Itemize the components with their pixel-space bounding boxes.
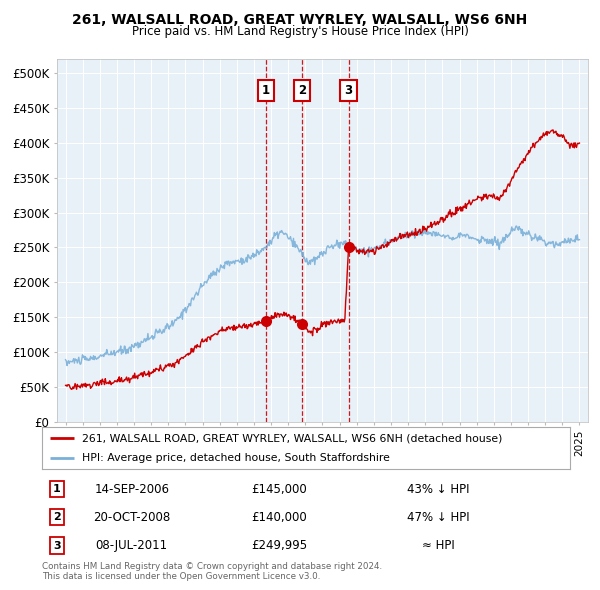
Text: 08-JUL-2011: 08-JUL-2011 (95, 539, 168, 552)
Text: 43% ↓ HPI: 43% ↓ HPI (407, 483, 469, 496)
Text: 261, WALSALL ROAD, GREAT WYRLEY, WALSALL, WS6 6NH: 261, WALSALL ROAD, GREAT WYRLEY, WALSALL… (73, 13, 527, 27)
Text: Price paid vs. HM Land Registry's House Price Index (HPI): Price paid vs. HM Land Registry's House … (131, 25, 469, 38)
Text: HPI: Average price, detached house, South Staffordshire: HPI: Average price, detached house, Sout… (82, 453, 389, 463)
Text: 47% ↓ HPI: 47% ↓ HPI (407, 511, 469, 524)
Text: 1: 1 (262, 84, 270, 97)
Text: This data is licensed under the Open Government Licence v3.0.: This data is licensed under the Open Gov… (42, 572, 320, 581)
Text: 2: 2 (53, 512, 61, 522)
Text: 3: 3 (344, 84, 353, 97)
Text: 20-OCT-2008: 20-OCT-2008 (93, 511, 170, 524)
Text: 261, WALSALL ROAD, GREAT WYRLEY, WALSALL, WS6 6NH (detached house): 261, WALSALL ROAD, GREAT WYRLEY, WALSALL… (82, 433, 502, 443)
Text: 14-SEP-2006: 14-SEP-2006 (94, 483, 169, 496)
Text: £249,995: £249,995 (251, 539, 308, 552)
Text: 3: 3 (53, 540, 61, 550)
Text: 2: 2 (298, 84, 306, 97)
Text: Contains HM Land Registry data © Crown copyright and database right 2024.: Contains HM Land Registry data © Crown c… (42, 562, 382, 571)
Text: £140,000: £140,000 (252, 511, 307, 524)
Text: £145,000: £145,000 (252, 483, 307, 496)
Text: 1: 1 (53, 484, 61, 494)
Text: ≈ HPI: ≈ HPI (422, 539, 454, 552)
